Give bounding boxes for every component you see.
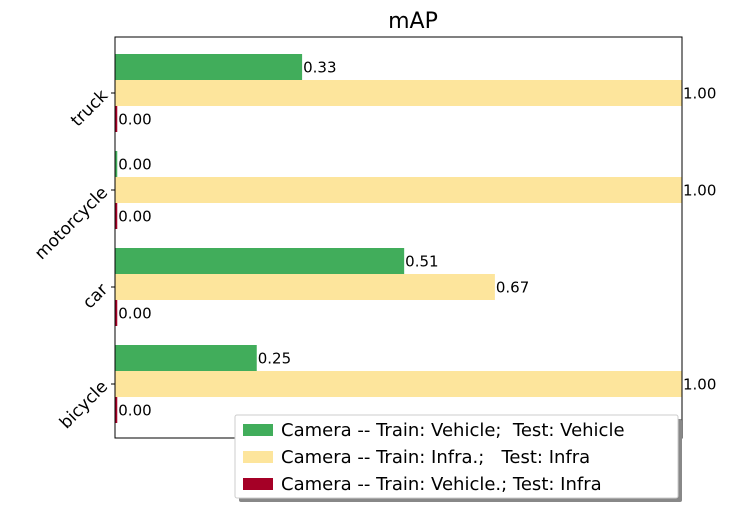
legend-box — [234, 414, 679, 499]
value-label: 0.33 — [303, 59, 336, 77]
value-label: 1.00 — [683, 182, 716, 200]
y-tick-label: bicycle — [56, 377, 112, 433]
value-label: 0.00 — [118, 156, 151, 174]
value-label: 0.25 — [258, 350, 291, 368]
bar — [115, 300, 118, 326]
value-label: 0.00 — [118, 111, 151, 129]
legend-label: Camera -- Train: Vehicle; Test: Vehicle — [281, 420, 625, 441]
bar — [115, 106, 118, 132]
bar — [115, 80, 682, 106]
y-tick-label: car — [79, 280, 112, 313]
bar — [115, 248, 405, 274]
legend-label: Camera -- Train: Infra.; Test: Infra — [281, 447, 590, 468]
y-tick-label: truck — [67, 86, 112, 131]
value-label: 0.00 — [118, 305, 151, 323]
legend-swatch — [243, 478, 273, 490]
bar — [115, 274, 495, 300]
value-label: 1.00 — [683, 85, 716, 103]
y-tick-label: motorcycle — [31, 183, 112, 264]
bar — [115, 177, 682, 203]
value-label: 0.67 — [496, 279, 529, 297]
bar — [115, 371, 682, 397]
value-label: 1.00 — [683, 376, 716, 394]
legend-swatch — [243, 424, 273, 436]
bar — [115, 54, 303, 80]
legend-swatch — [243, 451, 273, 463]
legend-label: Camera -- Train: Vehicle.; Test: Infra — [281, 474, 602, 495]
bar — [115, 345, 257, 371]
value-label: 0.00 — [118, 208, 151, 226]
chart-title: mAP — [388, 9, 438, 34]
value-label: 0.51 — [405, 253, 438, 271]
bar — [115, 397, 118, 423]
legend: Camera -- Train: Vehicle; Test: Vehicle C… — [234, 414, 682, 502]
bar — [115, 151, 118, 177]
value-label: 0.00 — [118, 402, 151, 420]
bar — [115, 203, 118, 229]
